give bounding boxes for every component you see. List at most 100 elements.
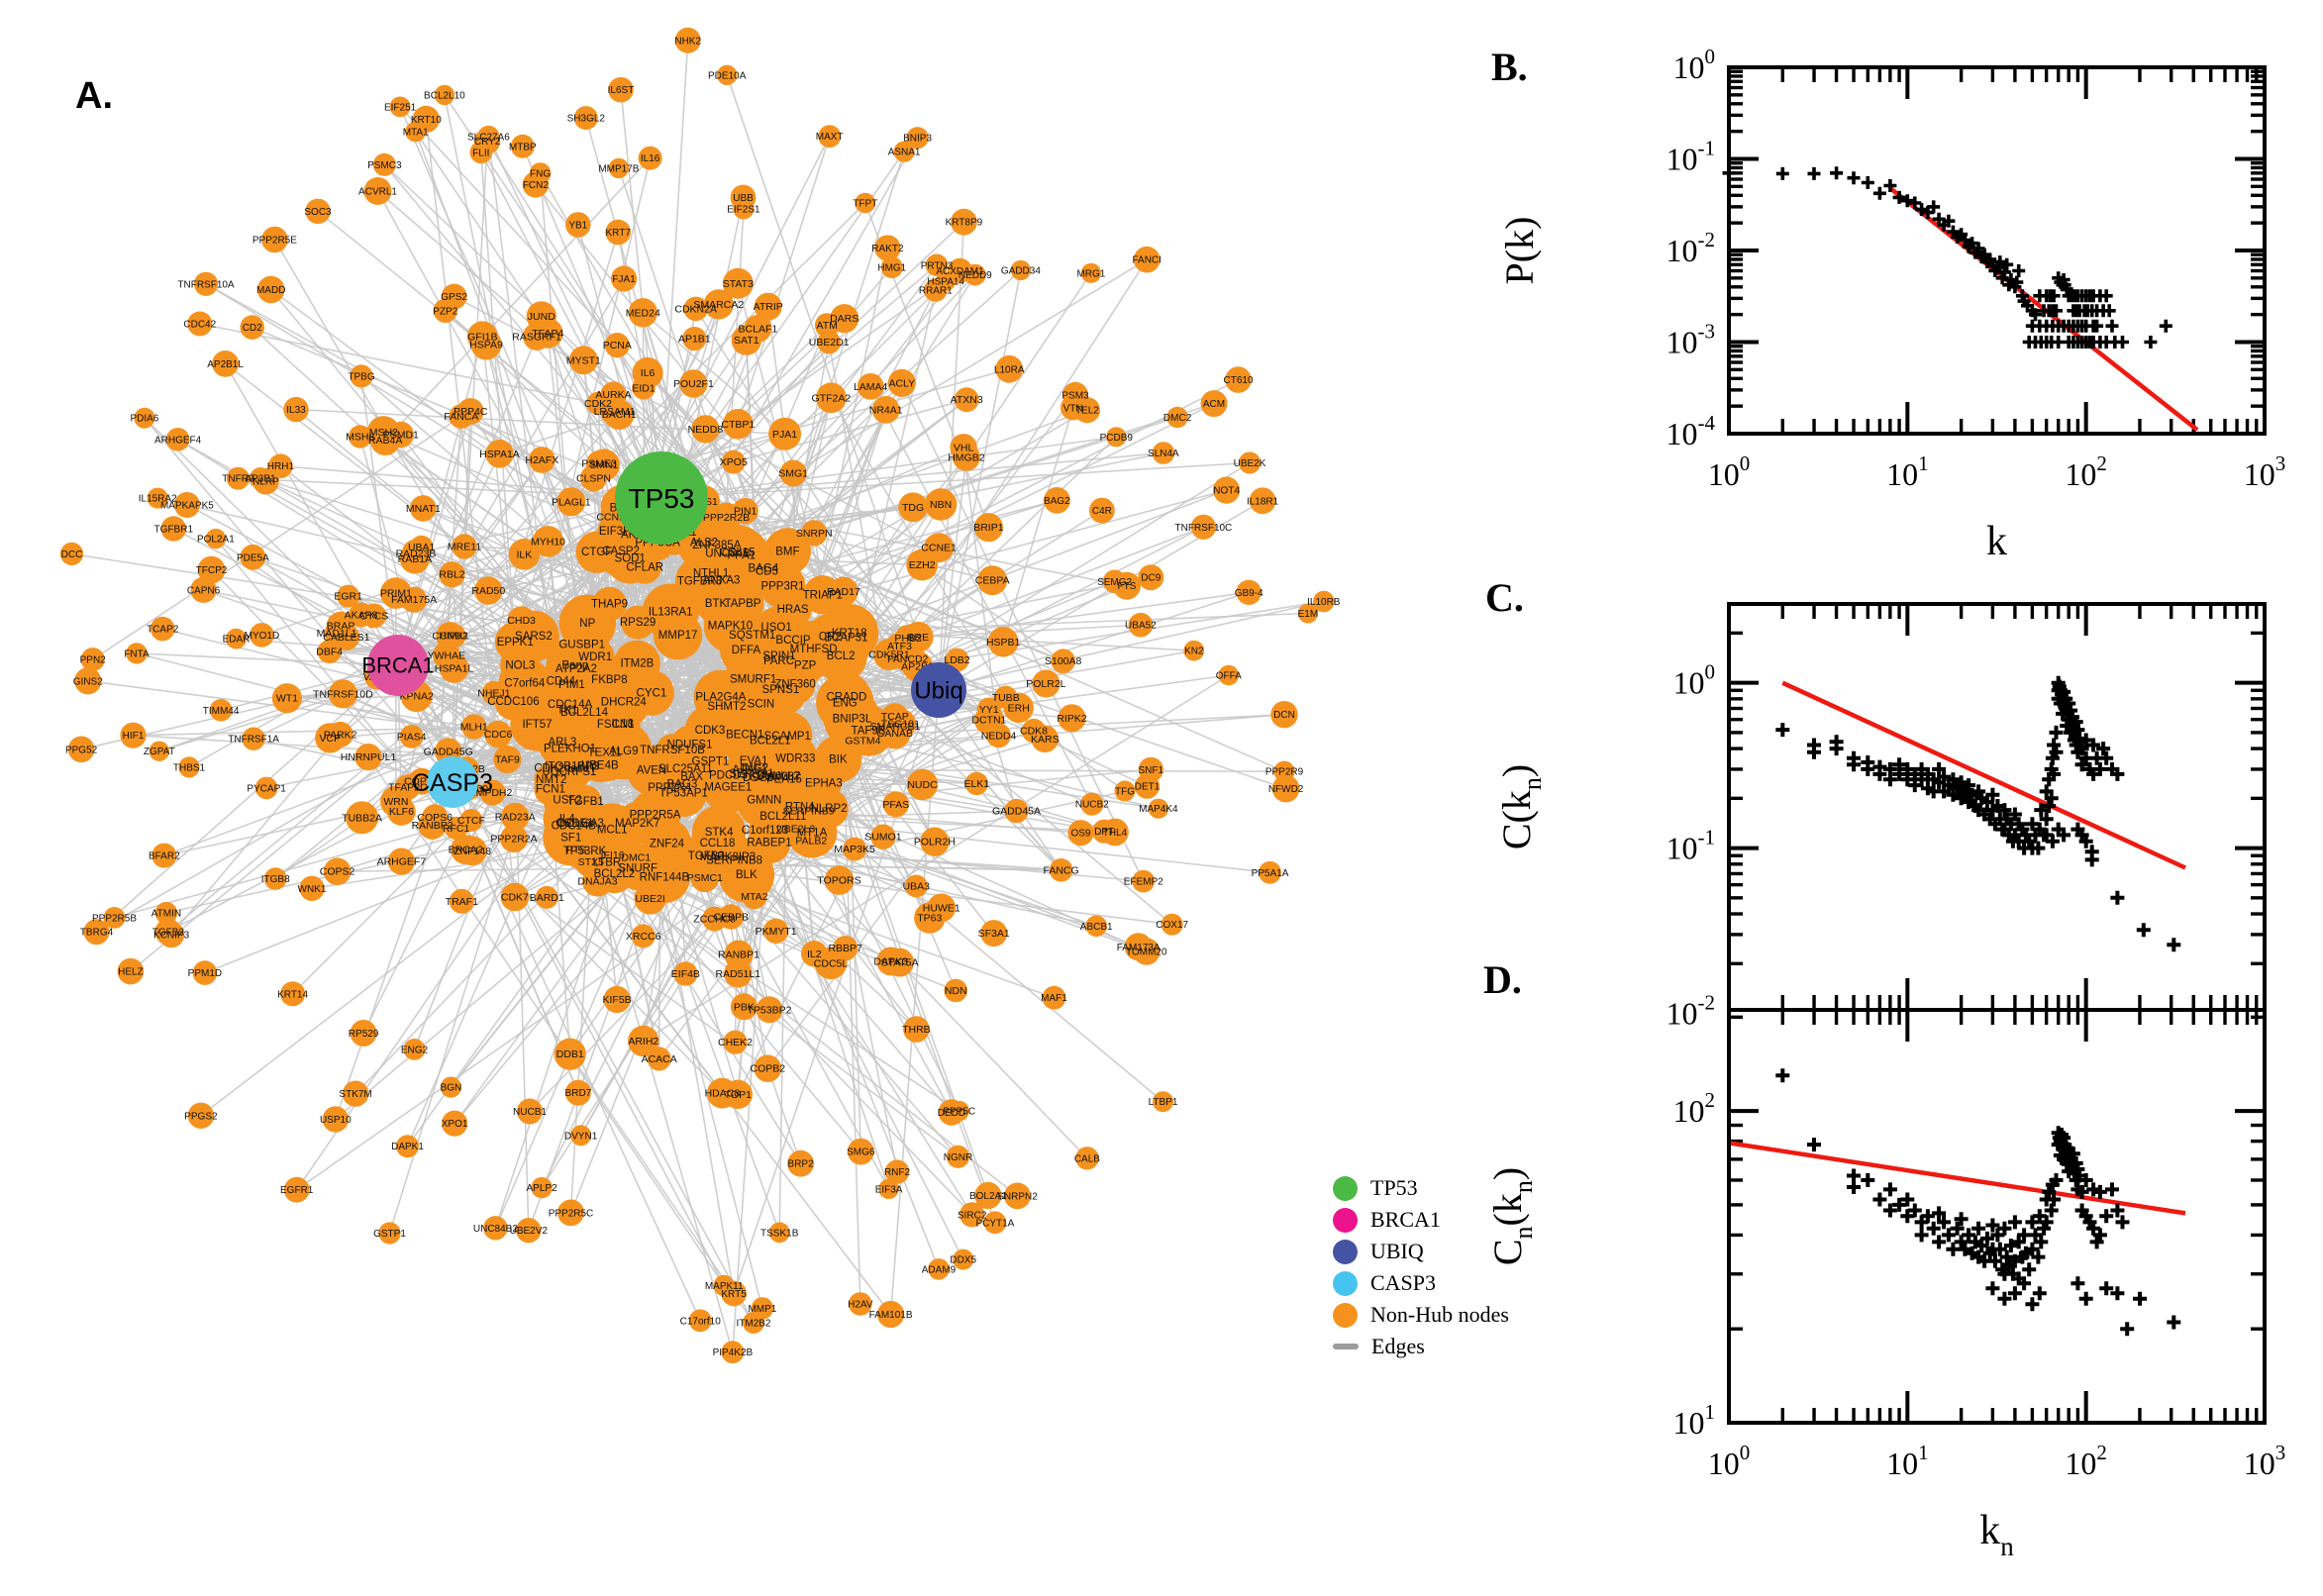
network-edge: [95, 664, 399, 933]
network-edge: [480, 151, 516, 643]
network-edge: [716, 274, 976, 546]
network-node: [1152, 442, 1175, 464]
axis-tick-label: 103: [2244, 451, 2286, 492]
network-node: [154, 901, 178, 925]
network-node: [1124, 933, 1153, 961]
network-node: [271, 683, 302, 714]
network-node: [1138, 564, 1164, 591]
network-node: [350, 364, 373, 388]
network-node: [387, 797, 416, 826]
axis-tick-label: 10-3: [1666, 320, 1716, 360]
network-node: [964, 771, 988, 796]
network-node: [762, 918, 789, 944]
network-node: [904, 874, 928, 898]
network-node: [582, 748, 618, 783]
network-node: [634, 882, 666, 915]
network-node: [418, 811, 447, 840]
network-node: [544, 722, 596, 775]
network-edge: [144, 417, 454, 783]
network-edge: [726, 74, 920, 638]
network-node: [226, 628, 247, 649]
network-node: [632, 357, 663, 389]
network-node: [1236, 579, 1262, 605]
brca1-swatch-icon: [1333, 1207, 1358, 1233]
network-node: [822, 672, 871, 722]
network-node: [457, 836, 487, 866]
network-node: [395, 774, 421, 800]
network-node: [628, 298, 657, 328]
network-node: [323, 857, 352, 885]
network-node: [481, 680, 507, 706]
network-node: [147, 487, 168, 509]
network-node: [103, 907, 126, 929]
network-node: [898, 492, 928, 523]
network-node: [924, 488, 958, 521]
network-edge: [487, 136, 662, 499]
axis-tick-label: 101: [1886, 451, 1929, 492]
network-node: [906, 768, 939, 801]
network-node: [874, 235, 901, 261]
network-node: [250, 623, 274, 648]
network-node: [1058, 704, 1086, 733]
network-node: [401, 586, 428, 613]
network-node: [611, 265, 638, 292]
network-node: [439, 561, 465, 588]
network-edge: [265, 750, 449, 789]
casp3-swatch-icon: [1333, 1270, 1358, 1296]
legend-item-label: UBIQ: [1370, 1239, 1424, 1263]
network-node: [857, 373, 884, 400]
ubiq-swatch-icon: [1333, 1239, 1358, 1264]
network-node: [817, 330, 841, 354]
network-node: [642, 819, 692, 868]
network-node: [849, 1292, 872, 1316]
network-node: [779, 459, 807, 487]
network-node: [508, 539, 541, 570]
network-node: [776, 624, 810, 656]
network-node: [440, 1076, 461, 1098]
network-node: [1249, 487, 1276, 515]
network-node: [925, 253, 949, 277]
network-node: [721, 1341, 745, 1364]
network-node: [994, 685, 1018, 709]
network-node: [485, 440, 514, 468]
network-node: [628, 1025, 659, 1057]
network-node: [410, 495, 437, 522]
network-node: [573, 106, 598, 131]
axis-tick-label: 100: [1673, 45, 1716, 85]
network-node: [361, 603, 387, 629]
network-node: [452, 534, 477, 559]
network-edge: [199, 323, 599, 405]
network-node: [679, 369, 708, 398]
network-edge: [716, 409, 1088, 547]
network-node: [711, 841, 745, 873]
network-edge: [397, 664, 892, 1315]
network-node: [707, 1077, 738, 1109]
network-node: [638, 146, 662, 170]
network-node: [1092, 819, 1117, 844]
y-axis-title: P(k): [1497, 217, 1542, 285]
network-node: [983, 1211, 1007, 1235]
network-node: [920, 827, 950, 856]
network-node: [954, 387, 979, 413]
axis-tick-label: 102: [2065, 1441, 2107, 1481]
network-node: [690, 862, 720, 893]
axis-tick-label: 100: [1708, 1441, 1751, 1481]
network-node: [507, 606, 536, 635]
network-node: [827, 618, 865, 657]
network-edge: [741, 269, 961, 556]
network-node: [498, 656, 551, 710]
legend-item-label: Edges: [1371, 1334, 1425, 1358]
panel-c-label: C.: [1485, 575, 1524, 620]
network-node: [1183, 640, 1205, 661]
legend-item-label: TP53: [1370, 1175, 1418, 1200]
network-node: [197, 555, 226, 584]
network-edge: [383, 163, 662, 499]
network-legend: TP53 BRCA1 UBIQ CASP3 Non-Hub nodes Edge…: [1333, 1172, 1509, 1362]
network-node: [1132, 869, 1156, 893]
network-node: [731, 325, 761, 355]
edge-swatch-icon: [1333, 1344, 1359, 1349]
legend-item-tp53: TP53: [1333, 1172, 1509, 1204]
axis-tick-label: 10-2: [1666, 991, 1716, 1032]
network-node: [531, 1176, 553, 1199]
